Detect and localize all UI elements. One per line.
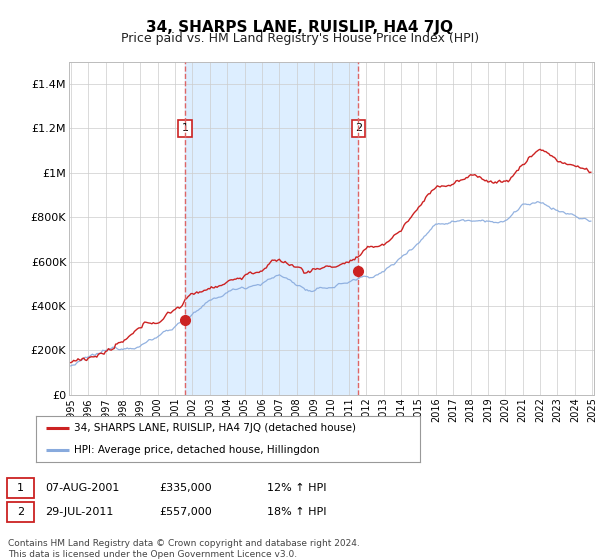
Text: 18% ↑ HPI: 18% ↑ HPI	[267, 507, 326, 517]
Bar	[185, 62, 358, 395]
Text: £557,000: £557,000	[159, 507, 212, 517]
Text: 34, SHARPS LANE, RUISLIP, HA4 7JQ: 34, SHARPS LANE, RUISLIP, HA4 7JQ	[146, 20, 454, 35]
Text: 1: 1	[17, 483, 24, 493]
Text: Price paid vs. HM Land Registry's House Price Index (HPI): Price paid vs. HM Land Registry's House …	[121, 32, 479, 45]
Text: 1: 1	[182, 123, 188, 133]
Text: 07-AUG-2001: 07-AUG-2001	[45, 483, 119, 493]
Text: HPI: Average price, detached house, Hillingdon: HPI: Average price, detached house, Hill…	[74, 445, 320, 455]
Text: 2: 2	[355, 123, 362, 133]
Text: 34, SHARPS LANE, RUISLIP, HA4 7JQ (detached house): 34, SHARPS LANE, RUISLIP, HA4 7JQ (detac…	[74, 423, 356, 433]
Text: 2: 2	[17, 507, 24, 517]
Text: Contains HM Land Registry data © Crown copyright and database right 2024.
This d: Contains HM Land Registry data © Crown c…	[8, 539, 359, 559]
Text: 12% ↑ HPI: 12% ↑ HPI	[267, 483, 326, 493]
Text: 29-JUL-2011: 29-JUL-2011	[45, 507, 113, 517]
Text: £335,000: £335,000	[159, 483, 212, 493]
